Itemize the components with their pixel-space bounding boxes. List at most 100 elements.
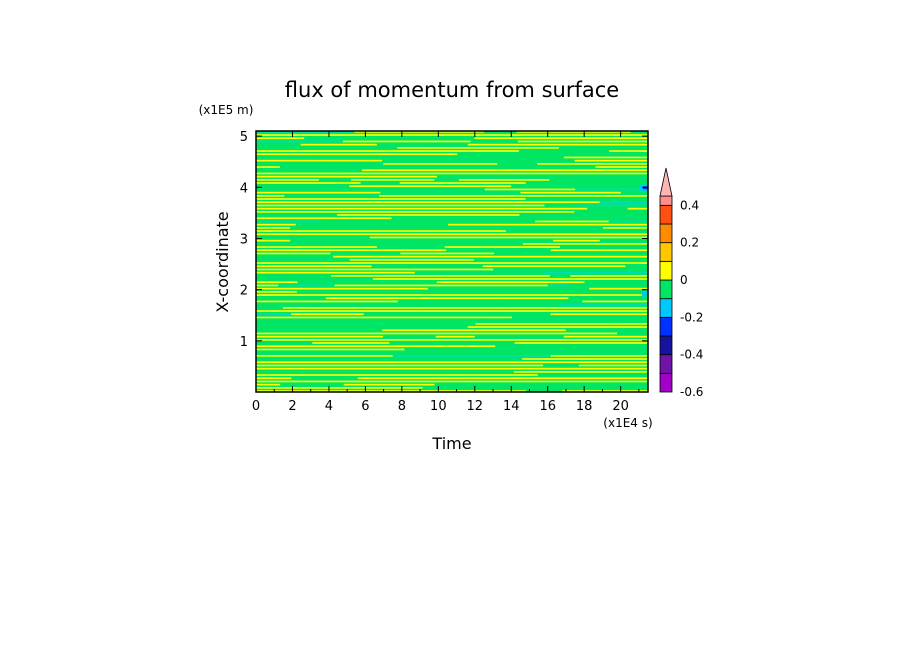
contour-band	[617, 390, 648, 392]
contour-band	[256, 131, 355, 133]
contour-band	[527, 367, 619, 370]
contour-band	[399, 182, 526, 184]
contour-band	[433, 262, 518, 264]
contour-band	[563, 335, 648, 338]
x-tick-label: 10	[430, 399, 447, 414]
contour-band	[300, 143, 377, 146]
contour-band	[609, 140, 648, 143]
contour-band	[522, 243, 547, 245]
contour-band	[467, 143, 564, 146]
plot-frame	[255, 130, 649, 393]
contour-band	[256, 281, 298, 284]
contour-band	[286, 172, 344, 175]
contour-band	[484, 188, 576, 191]
contour-band	[256, 310, 315, 312]
contour-band	[595, 166, 643, 168]
contour-band	[637, 307, 648, 309]
colorbar-segment	[659, 279, 673, 300]
contour-band	[435, 335, 475, 338]
contour-band	[256, 134, 382, 136]
contour-band	[574, 159, 596, 162]
contour-band	[512, 284, 548, 287]
contour-band	[295, 374, 443, 376]
contour-band	[337, 214, 486, 216]
contour-band	[585, 249, 619, 252]
contour-band	[256, 294, 313, 296]
contour-band	[279, 355, 393, 357]
y-tick-label: 3	[240, 232, 248, 247]
contour-band	[278, 284, 335, 287]
x-tick-label: 20	[612, 399, 629, 414]
contour-band	[446, 275, 550, 277]
contour-band	[602, 227, 648, 229]
contour-band	[256, 166, 280, 168]
contour-band	[289, 204, 388, 207]
contour-band	[256, 137, 305, 140]
x-tick-label: 4	[325, 399, 333, 414]
contour-band	[256, 383, 281, 386]
contour-band	[442, 380, 501, 383]
contour-band	[552, 223, 648, 226]
contour-band	[481, 316, 512, 319]
colorbar-tick-label: -0.4	[680, 348, 703, 362]
colorbar-segment	[659, 195, 673, 206]
contour-band	[340, 175, 438, 178]
y-axis: 1 2 3 4 5	[240, 130, 648, 350]
contour-band	[550, 313, 636, 316]
contour-band	[579, 380, 648, 383]
contour-band	[354, 131, 393, 133]
contour-band	[256, 374, 296, 376]
colorbar-segment	[659, 316, 673, 337]
x-tick-label: 0	[252, 399, 260, 414]
contour-band	[500, 380, 580, 383]
contour-band	[514, 342, 570, 344]
contour-band	[574, 204, 648, 207]
contour-band	[392, 355, 551, 357]
contour-band	[278, 249, 318, 252]
colorbar-tick-label: -0.2	[680, 310, 703, 324]
contour-band	[562, 390, 618, 392]
contour-band	[369, 236, 469, 239]
contour-band	[302, 348, 405, 351]
contour-band	[256, 198, 327, 200]
plot-background	[256, 131, 648, 392]
contour-band	[384, 179, 435, 181]
contour-band	[422, 310, 498, 312]
x-axis: 0 2 4 6 8 10 12 14 16 18 20	[252, 131, 640, 414]
contour-band	[599, 201, 648, 204]
contour-band	[346, 249, 447, 252]
contour-band	[362, 233, 457, 236]
contour-band	[535, 220, 609, 223]
contour-band	[256, 220, 321, 223]
contour-band	[589, 287, 648, 290]
contour-band	[546, 243, 648, 245]
contour-band	[256, 195, 285, 197]
contour-band	[489, 172, 536, 175]
contour-band	[256, 217, 321, 220]
contour-band	[561, 281, 585, 284]
contour-band	[256, 380, 315, 383]
contour-band	[361, 211, 438, 213]
contour-band	[524, 201, 600, 204]
x-tick-label: 18	[576, 399, 593, 414]
contour-band	[627, 310, 648, 312]
y-tick-label: 1	[240, 335, 248, 350]
contour-band	[588, 294, 648, 296]
contour-band	[314, 380, 443, 383]
contour-band	[422, 390, 526, 392]
contour-band	[504, 195, 633, 197]
contour-band	[256, 252, 295, 255]
contour-band	[642, 166, 648, 168]
contour-band	[513, 137, 648, 140]
contour-band	[421, 316, 482, 319]
contour-band	[256, 355, 280, 357]
contour-band	[256, 265, 281, 268]
contour-band	[256, 361, 414, 364]
contour-band	[256, 390, 423, 392]
contour-band	[560, 361, 648, 364]
contour-band	[474, 137, 514, 140]
y-tick-label: 4	[240, 181, 248, 196]
contour-band	[627, 207, 648, 210]
contour-band	[256, 246, 377, 248]
contour-band	[256, 291, 297, 293]
